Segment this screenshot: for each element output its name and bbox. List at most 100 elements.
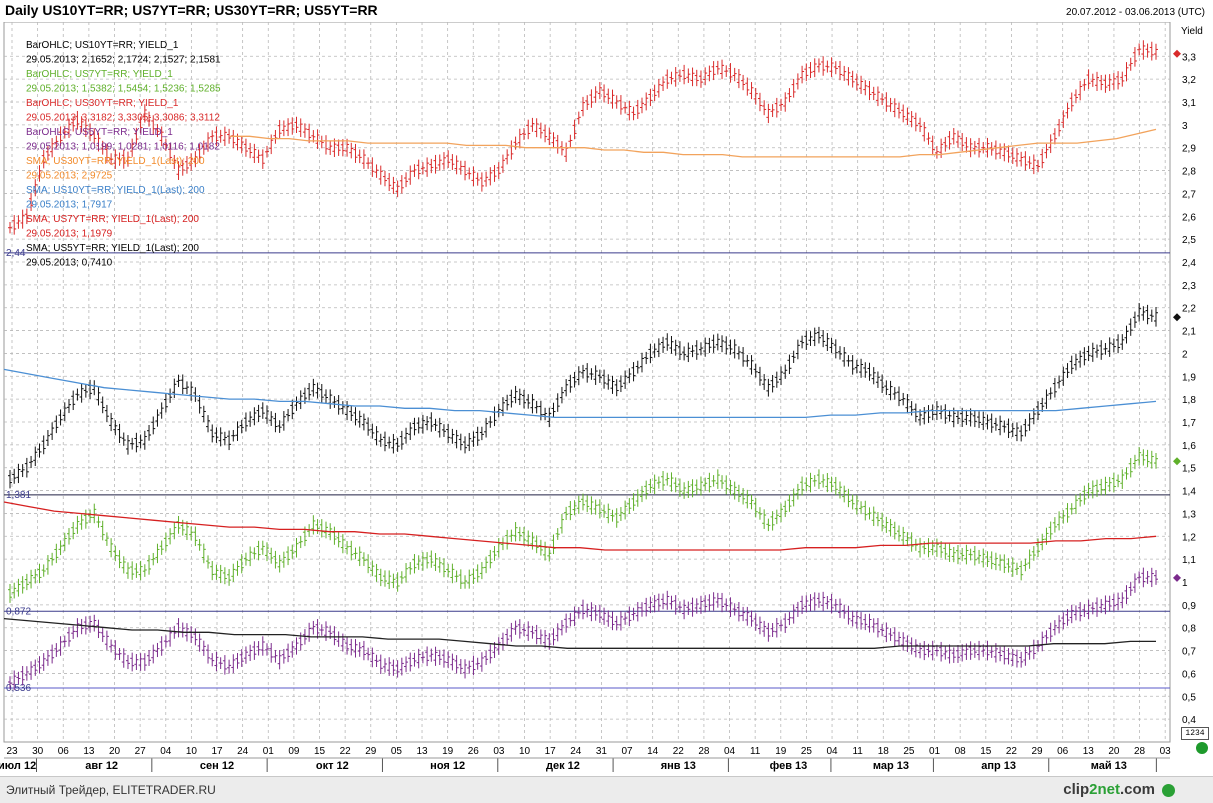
x-tick-label: 27 bbox=[135, 746, 147, 757]
x-tick-label: 13 bbox=[1083, 746, 1095, 757]
chart-plot[interactable]: 23 30 06 13 20 27 04 10 17 24 01 09 15 22 29 05 13 19 26 03… bbox=[0, 22, 1213, 776]
x-tick-label: 05 bbox=[391, 746, 403, 757]
series-0 bbox=[8, 40, 1158, 235]
x-tick-label: 17 bbox=[545, 746, 557, 757]
x-tick-label: 26 bbox=[468, 746, 480, 757]
legend-entry: 29.05.2013; 3,3182; 3,3305; 3,3086; 3,31… bbox=[26, 113, 220, 124]
chart-title: Daily US10YT=RR; US7YT=RR; US30YT=RR; US… bbox=[5, 2, 378, 18]
y-tick-label: 0,7 bbox=[1182, 647, 1196, 658]
y-tick-label: 0,6 bbox=[1182, 669, 1196, 680]
date-range: 20.07.2012 - 03.06.2013 (UTC) bbox=[1066, 7, 1205, 18]
last-value-marker bbox=[1173, 457, 1181, 466]
x-tick-label: 13 bbox=[416, 746, 428, 757]
level-label: 1,381 bbox=[6, 490, 31, 501]
y-tick-label: 2,9 bbox=[1182, 144, 1196, 155]
x-tick-label: 10 bbox=[519, 746, 531, 757]
y-tick-label: 2,1 bbox=[1182, 327, 1196, 338]
y-tick-label: 2,7 bbox=[1182, 189, 1196, 200]
sma-line-3 bbox=[3, 617, 1156, 649]
x-month-label: апр 13 bbox=[981, 760, 1016, 772]
legend-entry: 29.05.2013; 1,1979 bbox=[26, 229, 113, 240]
y-tick-label: 2,3 bbox=[1182, 281, 1196, 292]
x-tick-label: 18 bbox=[878, 746, 890, 757]
x-tick-label: 06 bbox=[1057, 746, 1069, 757]
x-month-label: июл 12 bbox=[0, 760, 36, 772]
series-2 bbox=[8, 446, 1158, 603]
y-tick-label: 0,5 bbox=[1182, 692, 1196, 703]
x-tick-label: 04 bbox=[160, 746, 172, 757]
level-label: 0,536 bbox=[6, 683, 31, 694]
x-month-label: янв 13 bbox=[661, 760, 696, 772]
legend-entry: 29.05.2013; 2,9725 bbox=[26, 171, 113, 182]
sma-line-1 bbox=[3, 368, 1157, 419]
y-axis-label: Yield bbox=[1181, 26, 1203, 37]
legend-entry: 29.05.2013; 2,1652; 2,1724; 2,1527; 2,15… bbox=[26, 55, 221, 66]
y-tick-label: 1,3 bbox=[1182, 509, 1196, 520]
footer-bar: Элитный Трейдер, ELITETRADER.RU clip2net… bbox=[0, 776, 1213, 803]
x-tick-label: 11 bbox=[852, 746, 863, 757]
brand-suffix: 2net bbox=[1089, 781, 1120, 798]
y-tick-label: 2,4 bbox=[1182, 258, 1196, 269]
x-tick-label: 25 bbox=[903, 746, 915, 757]
series-1 bbox=[8, 302, 1158, 489]
x-tick-label: 29 bbox=[365, 746, 377, 757]
brand-globe-icon bbox=[1162, 784, 1175, 797]
x-tick-label: 08 bbox=[955, 746, 967, 757]
x-tick-label: 22 bbox=[673, 746, 685, 757]
x-tick-label: 11 bbox=[750, 746, 761, 757]
legend-entry: 29.05.2013; 1,5382; 1,5454; 1,5236; 1,52… bbox=[26, 84, 221, 95]
y-tick-label: 1 bbox=[1182, 578, 1188, 589]
x-tick-label: 24 bbox=[237, 746, 249, 757]
y-tick-label: 3 bbox=[1182, 121, 1188, 132]
legend-entry: 29.05.2013; 1,0199; 1,0281; 1,0116; 1,01… bbox=[26, 142, 220, 153]
x-tick-label: 28 bbox=[698, 746, 710, 757]
legend-entry: 29.05.2013; 1,7917 bbox=[26, 200, 113, 211]
x-month-label: окт 12 bbox=[316, 760, 349, 772]
x-tick-label: 04 bbox=[724, 746, 736, 757]
brand-tld: .com bbox=[1119, 781, 1155, 798]
legend-entry: BarOHLC; US5YT=RR; YIELD_1 bbox=[26, 127, 173, 138]
x-tick-label: 03 bbox=[1160, 746, 1172, 757]
x-month-label: мар 13 bbox=[873, 760, 909, 772]
chart-header: Daily US10YT=RR; US7YT=RR; US30YT=RR; US… bbox=[0, 0, 1213, 22]
x-tick-label: 20 bbox=[109, 746, 121, 757]
y-tick-label: 0,4 bbox=[1182, 715, 1196, 726]
x-tick-label: 29 bbox=[1031, 746, 1043, 757]
y-tick-label: 0,9 bbox=[1182, 601, 1196, 612]
x-tick-label: 24 bbox=[570, 746, 582, 757]
y-tick-label: 3,1 bbox=[1182, 98, 1196, 109]
x-tick-label: 01 bbox=[929, 746, 941, 757]
x-tick-label: 01 bbox=[263, 746, 275, 757]
last-value-marker bbox=[1173, 49, 1181, 58]
legend-entry: BarOHLC; US10YT=RR; YIELD_1 bbox=[26, 40, 179, 51]
y-tick-label: 1,9 bbox=[1182, 372, 1196, 383]
brand-logo[interactable]: clip2net.com bbox=[1063, 781, 1155, 798]
x-month-label: май 13 bbox=[1091, 760, 1127, 772]
x-tick-label: 03 bbox=[493, 746, 505, 757]
y-tick-label: 1,2 bbox=[1182, 532, 1196, 543]
series-3 bbox=[8, 567, 1158, 691]
legend-entry: SMA; US30YT=RR; YIELD_1(Last); 200 bbox=[26, 156, 205, 167]
y-tick-label: 3,2 bbox=[1182, 75, 1196, 86]
y-tick-label: 2,2 bbox=[1182, 304, 1196, 315]
x-month-label: сен 12 bbox=[200, 760, 234, 772]
last-value-marker bbox=[1173, 313, 1181, 322]
y-tick-label: 1,6 bbox=[1182, 441, 1196, 452]
x-tick-label: 15 bbox=[980, 746, 992, 757]
x-tick-label: 09 bbox=[288, 746, 300, 757]
x-tick-label: 14 bbox=[647, 746, 659, 757]
x-tick-label: 22 bbox=[340, 746, 352, 757]
legend-entry: SMA; US10YT=RR; YIELD_1(Last); 200 bbox=[26, 185, 205, 196]
legend-entry: BarOHLC; US30YT=RR; YIELD_1 bbox=[26, 98, 179, 109]
x-tick-label: 31 bbox=[596, 746, 608, 757]
y-tick-label: 1,4 bbox=[1182, 487, 1196, 498]
x-month-label: фев 13 bbox=[770, 760, 808, 772]
y-tick-label: 1,8 bbox=[1182, 395, 1196, 406]
sma-line-0 bbox=[230, 128, 1157, 158]
x-tick-label: 15 bbox=[314, 746, 326, 757]
x-tick-label: 20 bbox=[1108, 746, 1120, 757]
legend-entry: SMA; US5YT=RR; YIELD_1(Last); 200 bbox=[26, 243, 199, 254]
y-tick-label: 2,8 bbox=[1182, 167, 1196, 178]
chart-toolbox-button[interactable]: 1234 bbox=[1181, 727, 1209, 740]
x-tick-label: 22 bbox=[1006, 746, 1018, 757]
